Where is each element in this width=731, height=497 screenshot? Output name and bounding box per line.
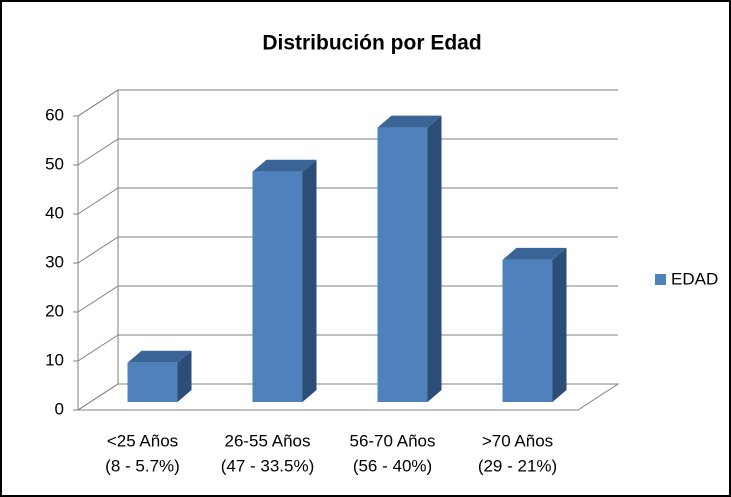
grid-line	[77, 89, 618, 117]
bar	[502, 247, 567, 402]
bar-top	[377, 115, 442, 128]
bar-side	[177, 350, 192, 402]
y-tick-label: 50	[45, 154, 64, 173]
y-tick-label: 40	[45, 203, 64, 222]
grid-line	[77, 236, 618, 264]
x-tick-label: (47 - 33.5%)	[221, 456, 315, 475]
x-tick-label: 26-55 Años	[224, 431, 310, 450]
x-tick-label: (8 - 5.7%)	[105, 456, 180, 475]
bar-top	[252, 159, 317, 172]
x-tick-label: 56-70 Años	[349, 431, 435, 450]
bar-front	[252, 171, 303, 402]
grid-line	[77, 138, 618, 166]
bar	[252, 159, 317, 402]
bar-top	[127, 350, 192, 363]
y-tick-label: 10	[45, 350, 64, 369]
x-tick-label: (56 - 40%)	[353, 456, 432, 475]
bar-front	[502, 259, 553, 402]
bar	[127, 350, 192, 402]
x-tick-label: <25 Años	[107, 431, 178, 450]
bar	[377, 115, 442, 402]
bar-front	[377, 127, 428, 402]
chart-title: Distribución por Edad	[262, 32, 481, 55]
grid-line	[77, 187, 618, 215]
x-tick-label: (29 - 21%)	[478, 456, 557, 475]
bar-side	[427, 115, 442, 402]
y-tick-label: 0	[55, 399, 64, 418]
x-tick-label: >70 Años	[482, 431, 553, 450]
legend-swatch	[655, 274, 666, 285]
y-tick-label: 30	[45, 252, 64, 271]
y-tick-label: 20	[45, 301, 64, 320]
y-tick-label: 60	[45, 105, 64, 124]
grid-line	[77, 334, 618, 362]
bar-side	[552, 247, 567, 402]
bar-front	[127, 362, 178, 402]
bar-side	[302, 159, 317, 402]
grid-line	[77, 383, 618, 411]
bar-top	[502, 247, 567, 260]
legend-label: EDAD	[671, 269, 718, 288]
grid-line	[77, 285, 618, 313]
